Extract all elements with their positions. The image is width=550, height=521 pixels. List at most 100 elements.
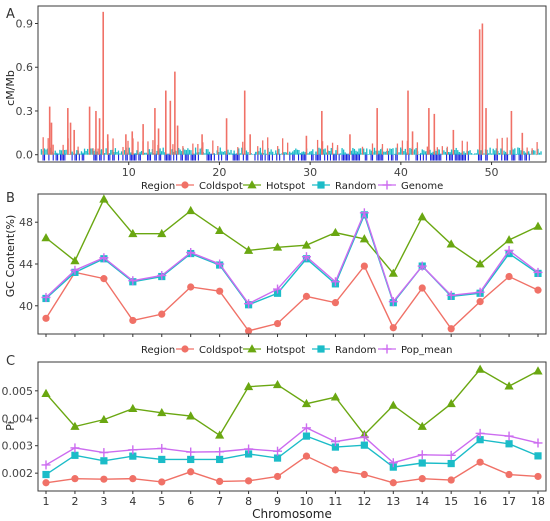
legend-key-marker xyxy=(247,180,257,189)
panel-c-xtick-label: 7 xyxy=(216,495,223,508)
panel-a-random-bar xyxy=(415,148,417,155)
panel-c-xtick-label: 3 xyxy=(100,495,107,508)
panel-a-random-bar xyxy=(520,150,522,155)
panel-b-series-point xyxy=(243,245,254,254)
panel-a-hotspot-peak xyxy=(201,134,203,155)
panel-a-hotspot-bar xyxy=(62,144,64,155)
panel-c-series-point xyxy=(100,475,108,483)
panel-c-xtick-label: 1 xyxy=(43,495,50,508)
panel-a-random-bar xyxy=(355,150,357,155)
panel-a-random-bar xyxy=(318,147,320,155)
panel-a-random-bar xyxy=(60,150,63,155)
panel-a-random-bar xyxy=(315,151,317,155)
panel-c-series-point xyxy=(99,448,109,458)
panel-a-random-bar xyxy=(338,154,340,155)
panel-c-series-line xyxy=(45,455,539,484)
panel-c-series-point xyxy=(388,400,398,409)
panel-a-hotspot-bar xyxy=(506,137,508,155)
panel-a-random-bar xyxy=(515,153,518,155)
panel-a-random-bar xyxy=(40,149,43,155)
panel-a-xtick-label: 50 xyxy=(485,166,499,179)
panel-a-random-bar xyxy=(302,151,305,155)
panel-a-random-bar xyxy=(168,153,171,155)
panel-a-hotspot-bar xyxy=(182,146,184,155)
panel-b-series-line xyxy=(45,197,539,275)
panel-a-random-bar xyxy=(296,149,299,155)
panel-b-series-point xyxy=(505,272,513,281)
panel-a-random-bar xyxy=(454,149,456,155)
panel-c-ytick-label: 0.003 xyxy=(2,440,34,453)
panel-a-hotspot-peak xyxy=(433,113,436,155)
panel-c-series-point xyxy=(272,379,283,389)
panel-a-random-bar xyxy=(193,153,195,155)
panel-a-random-bar xyxy=(467,151,470,155)
panel-a-hotspot-bar xyxy=(466,141,468,155)
panel-c-series-point xyxy=(273,446,283,456)
panel-a-random-bar xyxy=(198,152,200,155)
panel-a-hotspot-bar xyxy=(47,138,49,155)
panel-c-series-point xyxy=(534,452,542,460)
panel-b-series-point xyxy=(100,275,108,283)
panel-a-random-bar xyxy=(116,151,118,155)
panel-a-random-bar xyxy=(65,149,67,155)
panel-a-random-bar xyxy=(68,153,70,155)
panel-c-xtick-label: 4 xyxy=(129,495,136,508)
legend-item-label: Hotspot xyxy=(266,181,305,192)
panel-b-series-point xyxy=(504,245,514,255)
panel-a-random-bar xyxy=(457,150,459,155)
panel-a-random-bar xyxy=(259,147,262,155)
panel-a-random-bar xyxy=(90,148,92,155)
panel-a-random-bar xyxy=(295,148,297,155)
panel-a-hotspot-peak xyxy=(176,125,179,155)
panel-a-random-bar xyxy=(255,151,257,155)
panel-a-hotspot-bar xyxy=(147,141,149,155)
panel-a-random-bar xyxy=(319,148,322,155)
panel-a-random-bar xyxy=(289,151,291,155)
panel-a-random-bar xyxy=(83,148,86,155)
panel-c-series-point xyxy=(216,455,224,464)
panel-a-random-bar xyxy=(449,152,451,155)
panel-a-random-bar xyxy=(224,151,226,155)
panel-b-series-point xyxy=(99,253,109,263)
panel-a-random-bar xyxy=(430,152,433,155)
panel-c-xtick-label: 16 xyxy=(473,495,487,508)
panel-a-random-bar xyxy=(298,149,300,155)
legend-item-label: Genome xyxy=(401,181,443,192)
panel-a-random-bar xyxy=(460,152,462,155)
panel-a-random-bar xyxy=(409,148,411,155)
panel-a-random-bar xyxy=(491,153,493,155)
panel-a-hotspot-bar xyxy=(127,140,129,155)
panel-a-random-bar xyxy=(534,150,536,155)
panel-a-random-bar xyxy=(208,151,211,155)
panel-a-random-bar xyxy=(185,150,187,155)
panel-b-series-point xyxy=(533,267,543,277)
panel-a-random-bar xyxy=(134,153,137,155)
legend-key-marker xyxy=(181,345,189,353)
legend-key-marker xyxy=(181,181,189,189)
panel-b-series-point xyxy=(359,234,369,243)
panel-a-random-bar xyxy=(463,151,465,155)
panel-a-hotspot-peak xyxy=(478,29,481,155)
panel-c-border xyxy=(37,361,547,492)
panel-c-series-point xyxy=(417,450,427,460)
panel-a-random-bar xyxy=(420,152,422,155)
panel-a-random-bar xyxy=(187,148,189,155)
panel-a-random-bar xyxy=(356,151,359,155)
panel-c-series-point xyxy=(41,388,51,397)
panel-a-random-bar xyxy=(153,153,155,155)
panel-b-series-point xyxy=(128,276,138,286)
panel-b-ytick-label: 44 xyxy=(19,258,33,271)
panel-a-random-bar xyxy=(472,154,474,155)
panel-a-random-bar xyxy=(167,153,169,155)
panel-a-random-bar xyxy=(474,153,476,155)
panel-b-series-point xyxy=(244,327,253,335)
panel-a-random-bar xyxy=(85,150,87,155)
panel-a-hotspot-peak xyxy=(50,122,53,155)
panel-b-series-point xyxy=(272,242,283,251)
panel-c-series-line xyxy=(45,435,539,476)
panel-c-series-point xyxy=(128,403,138,413)
panel-a-random-bar xyxy=(346,154,348,155)
panel-c-series-point xyxy=(504,431,514,441)
legend-item-label: Random xyxy=(335,181,376,192)
panel-c-series-point xyxy=(447,459,455,468)
